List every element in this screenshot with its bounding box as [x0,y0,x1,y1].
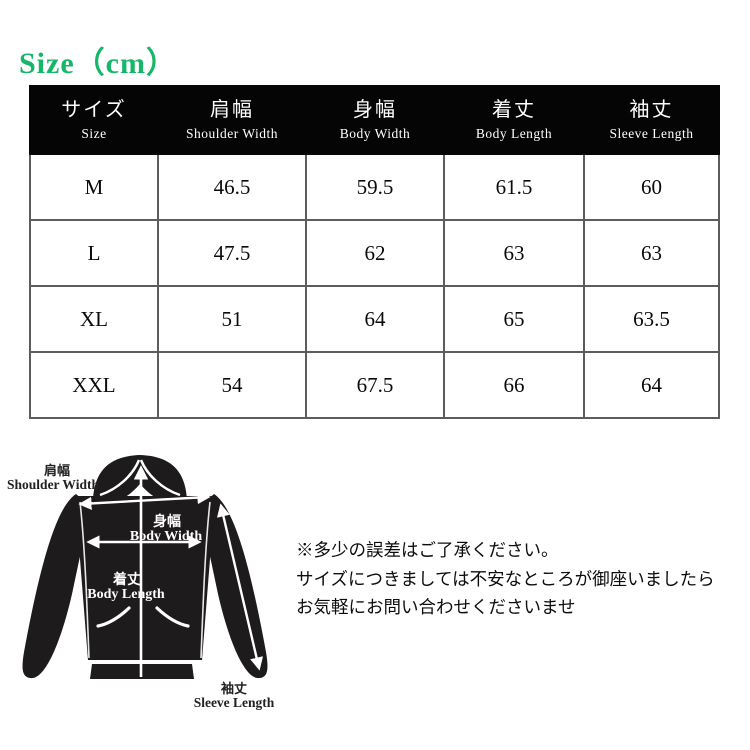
col-header-body-width-en: Body Width [339,126,411,141]
col-header-body-length-en: Body Length [475,126,553,141]
size-table: サイズ Size 肩幅 Shoulder Width 身幅 Body Width… [29,85,720,419]
shoulder-width-value: 51 [157,285,307,353]
col-header-sleeve-length-en: Sleeve Length [609,126,694,141]
col-header-size-en: Size [81,126,107,141]
col-header-sleeve-length: 袖丈 Sleeve Length [583,85,720,155]
sleeve-length-label-jp: 袖丈 [221,681,247,696]
body-length-value: 65 [443,285,585,353]
body-length-value: 63 [443,219,585,287]
shoulder-width-value: 54 [157,351,307,419]
page-title: Size（cm） [19,47,177,80]
col-header-sleeve-length-jp: 袖丈 [629,99,674,121]
col-header-shoulder-width: 肩幅 Shoulder Width [157,85,307,155]
left-armhole-seam [79,501,90,659]
garment-measurement-diagram: 肩幅 Shoulder Width 身幅 Body Width 着丈 Body … [7,455,275,710]
note-line-1: ※多少の誤差はご了承ください。 [296,540,559,560]
bottom-section: 肩幅 Shoulder Width 身幅 Body Width 着丈 Body … [0,442,750,732]
right-pocket-line [155,606,190,628]
col-header-body-width-jp: 身幅 [353,99,397,121]
sleeve-length-value: 60 [583,153,720,221]
sleeve-length-arrow [216,503,264,671]
size-label: L [29,219,159,287]
body-length-label-en: Body Length [87,587,165,602]
left-pocket-line [96,606,131,628]
table-row-l: L 47.5 62 63 63 [29,219,720,287]
col-header-shoulder-width-jp: 肩幅 [210,99,254,121]
col-header-shoulder-width-en: Shoulder Width [185,126,279,141]
shoulder-width-label-jp: 肩幅 [44,463,70,478]
right-sleeve [207,494,268,679]
body-length-value: 66 [443,351,585,419]
jacket-body [75,496,215,660]
body-width-value: 67.5 [305,351,445,419]
note-line-3: お気軽にお問い合わせくださいませ [296,597,576,617]
shoulder-width-label-en: Shoulder Width [7,477,99,492]
col-header-body-length: 着丈 Body Length [443,85,585,155]
body-width-label-jp: 身幅 [153,513,181,530]
size-label: XXL [29,351,159,419]
shoulder-width-value: 47.5 [157,219,307,287]
size-label: XL [29,285,159,353]
shoulder-width-value: 46.5 [157,153,307,221]
sleeve-length-value: 63.5 [583,285,720,353]
shoulder-width-arrow [78,490,211,511]
col-header-size: サイズ Size [29,85,159,155]
table-row-xxl: XXL 54 67.5 66 64 [29,351,720,419]
col-header-body-width: 身幅 Body Width [305,85,445,155]
sleeve-length-label-en: Sleeve Length [194,695,275,710]
body-width-value: 62 [305,219,445,287]
note-line-2: サイズにつきましては不安なところが御座いましたら [296,568,715,589]
table-row-m: M 46.5 59.5 61.5 60 [29,153,720,221]
col-header-size-jp: サイズ [61,99,127,121]
body-width-value: 59.5 [305,153,445,221]
body-length-label-jp: 着丈 [112,571,141,588]
right-armhole-seam [200,501,211,659]
table-row-xl: XL 51 64 65 63.5 [29,285,720,353]
body-width-value: 64 [305,285,445,353]
left-sleeve [22,494,83,679]
size-label: M [29,153,159,221]
sleeve-length-value: 64 [583,351,720,419]
body-length-value: 61.5 [443,153,585,221]
col-header-body-length-jp: 着丈 [492,99,536,121]
header-row: サイズ Size 肩幅 Shoulder Width 身幅 Body Width… [29,85,720,155]
size-notes: ※多少の誤差はご了承ください。 サイズにつきましては不安なところが御座いましたら… [296,536,741,622]
sleeve-length-value: 63 [583,219,720,287]
body-width-label-en: Body Width [130,529,202,544]
